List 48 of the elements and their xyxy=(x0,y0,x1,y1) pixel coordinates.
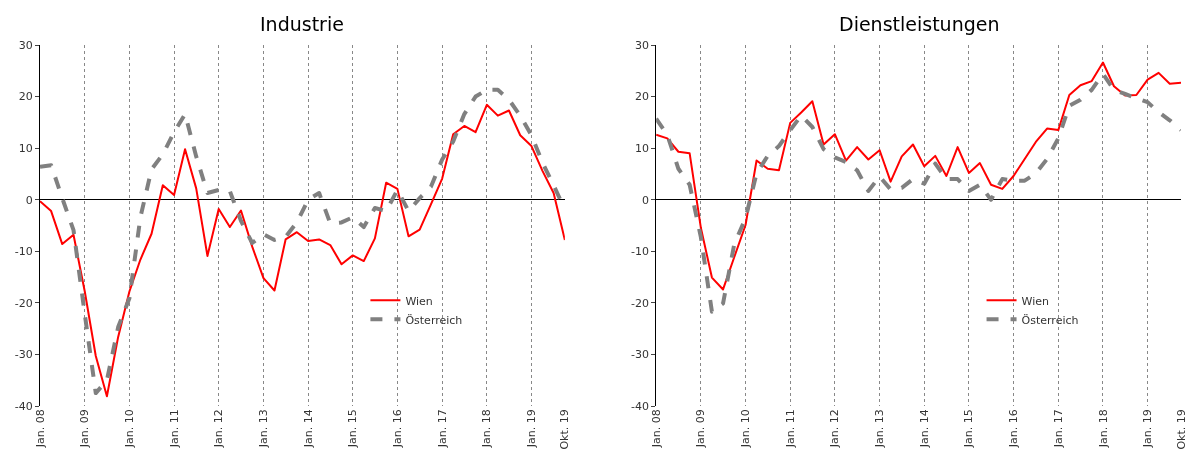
chart-title: Industrie xyxy=(260,13,344,35)
legend-label: Österreich xyxy=(405,313,463,327)
x-tick-label: Jan. 13 xyxy=(257,409,271,449)
x-tick-label: Jan. 18 xyxy=(480,409,494,449)
y-tick-label: 20 xyxy=(634,90,649,104)
y-tick-label: 10 xyxy=(634,141,649,155)
x-tick-label: Jan. 15 xyxy=(346,409,360,449)
x-tick-label: Jan. 10 xyxy=(739,409,753,449)
x-tick-label: Jan. 13 xyxy=(873,409,887,449)
legend-label: Österreich xyxy=(1021,313,1079,327)
x-tick-label: Jan. 08 xyxy=(33,409,47,449)
legend-label: Wien xyxy=(405,294,433,308)
x-tick-label: Jan. 12 xyxy=(828,409,842,449)
y-tick-label: -30 xyxy=(14,348,33,362)
x-tick-label: Jan. 16 xyxy=(1007,409,1021,449)
y-tick-label: 0 xyxy=(641,193,649,207)
x-tick-label: Jan. 19 xyxy=(1141,409,1155,449)
x-tick-label: Jan. 14 xyxy=(301,409,315,449)
y-tick-label: -30 xyxy=(630,348,649,362)
x-tick-label: Jan. 17 xyxy=(1051,409,1065,449)
x-tick-label: Jan. 17 xyxy=(435,409,449,449)
x-tick-label: Okt. 19 xyxy=(558,409,572,450)
x-tick-label: Jan. 10 xyxy=(122,409,136,449)
y-tick-label: 30 xyxy=(634,38,649,52)
y-tick-label: -10 xyxy=(630,245,649,259)
x-tick-label: Jan. 12 xyxy=(212,409,226,449)
chart-title: Dienstleistungen xyxy=(839,13,1000,35)
x-tick-label: Jan. 15 xyxy=(962,409,976,449)
x-tick-label: Jan. 08 xyxy=(649,409,663,449)
x-tick-label: Jan. 14 xyxy=(917,409,931,449)
x-tick-label: Jan. 09 xyxy=(78,409,92,449)
y-tick-label: 30 xyxy=(18,38,33,52)
x-tick-label: Jan. 16 xyxy=(390,409,404,449)
x-tick-label: Jan. 11 xyxy=(783,409,797,449)
y-tick-label: -20 xyxy=(14,296,33,310)
y-tick-label: 20 xyxy=(18,90,33,104)
y-tick-label: 10 xyxy=(18,141,33,155)
x-tick-label: Okt. 19 xyxy=(1174,409,1188,450)
y-tick-label: -20 xyxy=(630,296,649,310)
x-tick-label: Jan. 19 xyxy=(525,409,539,449)
y-tick-label: -10 xyxy=(14,245,33,259)
y-tick-label: -40 xyxy=(14,399,33,413)
x-tick-label: Jan. 09 xyxy=(694,409,708,449)
legend-label: Wien xyxy=(1021,294,1050,308)
y-tick-label: 0 xyxy=(25,193,33,207)
x-tick-label: Jan. 18 xyxy=(1096,409,1110,449)
x-tick-label: Jan. 11 xyxy=(167,409,181,449)
y-tick-label: -40 xyxy=(630,399,649,413)
